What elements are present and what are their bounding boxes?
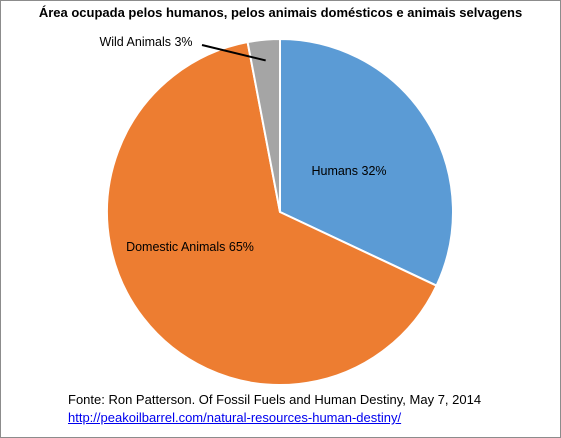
slice-domestic-animals <box>106 40 438 386</box>
slice-wild-animals <box>246 37 281 213</box>
source-text: Fonte: Ron Patterson. Of Fossil Fuels an… <box>68 392 482 407</box>
data-label-wild-animals: Wild Animals 3% <box>99 35 192 49</box>
slice-humans <box>279 37 454 287</box>
leader-line-wild-animals <box>201 44 266 62</box>
data-label-humans: Humans 32% <box>311 164 386 178</box>
chart-title: Área ocupada pelos humanos, pelos animai… <box>38 5 523 20</box>
data-label-domestic-animals: Domestic Animals 65% <box>126 240 254 254</box>
source-link[interactable]: http://peakoilbarrel.com/natural-resourc… <box>68 410 402 425</box>
